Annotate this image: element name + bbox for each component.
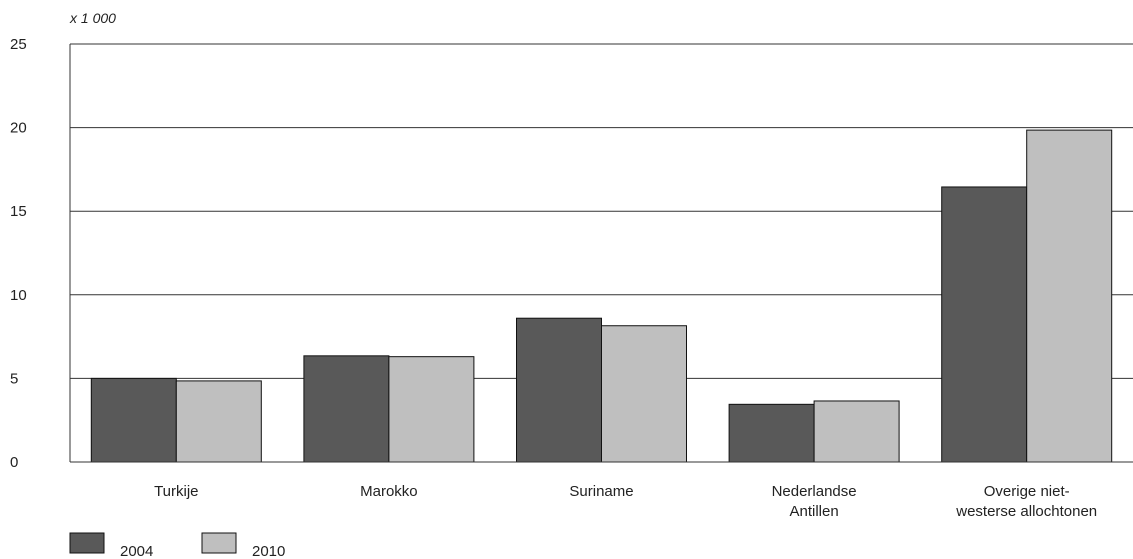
legend-label: 2010 — [252, 543, 285, 559]
y-tick-label: 20 — [10, 120, 27, 137]
category-labels: Turkije Marokko Suriname Nederlandse Antille… — [154, 483, 1097, 520]
y-unit-label: x 1 000 — [69, 10, 116, 26]
legend: 2004 2010 — [69, 532, 285, 559]
y-tick-label: 10 — [10, 287, 27, 304]
bar-2004 — [728, 403, 815, 463]
x-category-label: Antillen — [789, 503, 838, 520]
y-axis-ticks: 0 5 10 15 20 25 — [10, 36, 27, 471]
y-tick-label: 25 — [10, 36, 27, 53]
bar-2004 — [303, 355, 390, 463]
x-category-label: Turkije — [154, 483, 198, 500]
bar-2004 — [90, 377, 177, 463]
bar-2010 — [388, 356, 475, 463]
y-tick-label: 5 — [10, 370, 18, 387]
x-category-label: Marokko — [360, 483, 418, 500]
bar-2004 — [516, 317, 602, 463]
bars — [90, 129, 1113, 463]
axes — [69, 44, 1133, 463]
x-category-label: Nederlandse — [772, 483, 857, 500]
legend-swatch-2010 — [201, 532, 237, 554]
legend-swatch-2004 — [69, 532, 105, 554]
legend-label: 2004 — [120, 543, 153, 559]
x-category-label: Suriname — [569, 483, 633, 500]
bar-2010 — [175, 380, 262, 463]
bar-2010 — [1026, 129, 1113, 463]
x-category-label: westerse allochtonen — [955, 503, 1097, 520]
y-tick-label: 15 — [10, 203, 27, 220]
bar-2004 — [941, 186, 1028, 463]
bar-2010 — [813, 400, 900, 463]
bar-2010 — [601, 325, 687, 463]
x-category-label: Overige niet- — [984, 483, 1070, 500]
y-tick-label: 0 — [10, 454, 18, 471]
